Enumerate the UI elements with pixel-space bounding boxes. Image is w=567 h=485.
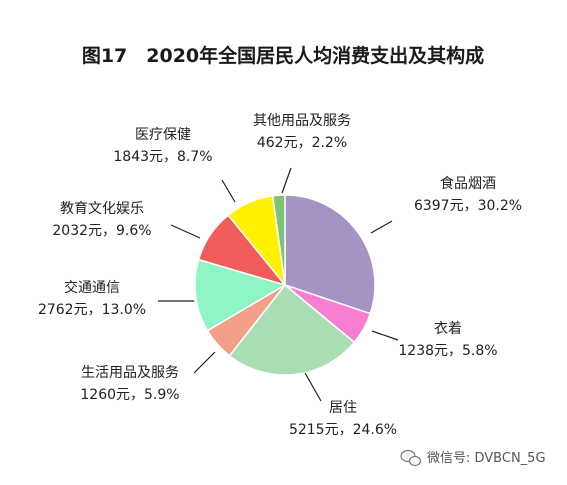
leader-line-med: [221, 179, 236, 203]
slice-value-label-cloth: 1238元，5.8%: [398, 343, 497, 359]
leader-line-cloth: [371, 330, 399, 341]
pie-slice-trans: [194, 258, 287, 332]
slice-value-label-other: 462元，2.2%: [257, 135, 347, 151]
chart-title: 图17 2020年全国居民人均消费支出及其构成: [82, 44, 484, 67]
leader-line-food: [370, 220, 393, 234]
slice-name-label-food: 食品烟酒: [440, 175, 496, 192]
leader-line-house: [304, 372, 322, 402]
leader-line-goods: [193, 351, 216, 374]
slice-name-label-edu: 教育文化娱乐: [60, 201, 144, 217]
slice-name-label-trans: 交通通信: [64, 279, 120, 296]
pie-slice-house: [228, 283, 356, 376]
slice-name-label-other: 其他用品及服务: [253, 113, 351, 129]
watermark-text: 微信号: DVBCN_5G: [427, 451, 546, 466]
leader-line-other: [281, 167, 292, 194]
watermark: 微信号: DVBCN_5G: [400, 449, 546, 467]
slice-value-label-edu: 2032元，9.6%: [52, 223, 151, 239]
pie-slice-food: [284, 194, 376, 315]
pie-slices: [194, 194, 376, 376]
slice-name-label-cloth: 衣着: [434, 321, 462, 337]
slice-name-label-house: 居住: [329, 400, 357, 416]
wechat-icon: [400, 449, 422, 467]
leader-line-edu: [170, 224, 201, 239]
slice-name-label-goods: 生活用品及服务: [81, 365, 179, 381]
slice-value-label-food: 6397元，30.2%: [414, 198, 522, 214]
slice-value-label-house: 5215元，24.6%: [289, 422, 397, 438]
slice-name-label-med: 医疗保健: [135, 127, 191, 143]
pie-slice-other: [271, 194, 286, 286]
slice-labels: 食品烟酒 6397元，30.2% 衣着 1238元，5.8% 居住 5215元，24.6%…: [38, 113, 522, 438]
slice-value-label-trans: 2762元，13.0%: [38, 302, 146, 318]
leader-lines: [158, 167, 399, 402]
slice-value-label-goods: 1260元，5.9%: [80, 387, 179, 403]
slice-value-label-med: 1843元，8.7%: [113, 149, 212, 165]
